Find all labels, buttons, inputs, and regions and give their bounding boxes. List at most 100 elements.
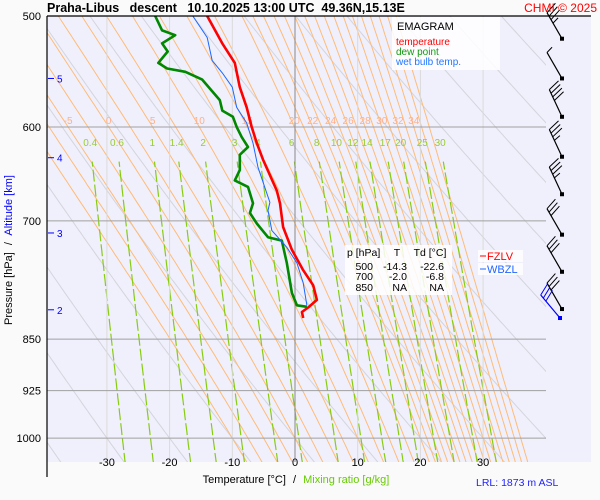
barb-shaft — [546, 12, 563, 40]
altitude-tick-label: 3 — [57, 229, 63, 240]
barb-feather — [545, 290, 553, 302]
axis-separator-x: / — [293, 474, 297, 486]
barb-half-feather — [554, 172, 561, 179]
barb-shaft — [546, 245, 563, 273]
wet-bulb-profile — [192, 15, 308, 306]
mixing-ratio-line — [355, 161, 404, 462]
table-cell: 700 — [355, 271, 373, 283]
table-box — [345, 245, 452, 295]
barb-half-feather — [554, 135, 561, 141]
barb-feather — [546, 273, 556, 284]
mixing-ratio-line — [387, 161, 439, 462]
moist-adiabat-label: 34 — [408, 116, 420, 127]
barb-feather — [552, 127, 563, 138]
moist-adiabat-line — [47, 122, 263, 462]
wind-barbs — [540, 2, 564, 321]
moist-adiabat-line — [131, 16, 369, 462]
barb-station-dot — [560, 192, 564, 197]
moist-adiabat-line — [47, 150, 248, 462]
table-row: 500 -14.3 -22.6 — [355, 261, 444, 273]
temperature-tick-label: 30 — [477, 457, 489, 469]
table-header-p: p [hPa] — [347, 247, 380, 259]
x-axis-title: Temperature [°C] / Mixing ratio [g/kg] — [203, 474, 390, 486]
moist-adiabat-line — [47, 93, 278, 462]
barb-feather — [552, 165, 563, 175]
altitude-tick-label: 4 — [57, 154, 63, 165]
mixing-ratio-label: 25 — [417, 138, 429, 149]
wind-barb — [546, 236, 564, 274]
moist-adiabat-line — [378, 16, 516, 462]
chart-title: Praha-Libus descent 10.10.2025 13:00 UTC… — [47, 1, 405, 15]
barb-feather — [546, 198, 556, 210]
mixing-ratio-label: 0.4 — [83, 138, 97, 149]
mixing-ratio-line — [424, 161, 478, 462]
table-cell: -14.3 — [383, 261, 407, 273]
mixing-ratio-line — [442, 161, 497, 462]
moist-adiabat-label: 24 — [325, 116, 337, 127]
barb-feather — [550, 84, 561, 94]
barb-feather — [548, 202, 558, 213]
barb-station-dot — [560, 76, 564, 81]
mixing-ratio-line — [369, 161, 419, 462]
temperature-profile — [206, 15, 319, 319]
altitude-axis-label: Altitude [km] — [3, 175, 15, 236]
moist-adiabat-line — [47, 31, 309, 462]
barb-station-dot — [560, 269, 564, 274]
barb-feather — [542, 287, 551, 299]
mixing-ratio-line — [338, 161, 387, 462]
moist-adiabat-label: 5 — [150, 116, 156, 127]
moist-adiabat-label: 32 — [392, 116, 404, 127]
pressure-tick-label: 1000 — [17, 433, 41, 445]
barb-shaft — [548, 129, 563, 158]
altitude-tick-label: 5 — [57, 74, 63, 85]
mixing-ratio-label: 20 — [395, 138, 407, 149]
table-cell: -6.8 — [426, 271, 444, 283]
pressure-tick-label: 850 — [23, 334, 41, 346]
mixing-ratio-label: 0.6 — [110, 138, 124, 149]
dry-adiabat-line — [243, 16, 546, 373]
barb-shaft — [546, 52, 563, 79]
mixing-ratio-label: 12 — [347, 138, 359, 149]
table-header-td: Td [°C] — [414, 247, 447, 259]
barb-feather — [546, 236, 556, 247]
dry-adiabat-line — [47, 104, 315, 462]
moist-adiabat-label: 26 — [343, 116, 355, 127]
mixing-ratio-label: 8 — [314, 138, 320, 149]
mixing-ratio-line — [259, 161, 303, 462]
moist-adiabat-label: 30 — [376, 116, 388, 127]
dry-adiabat-line — [449, 16, 546, 124]
mixing-ratio-label: 6 — [289, 138, 295, 149]
dry-adiabat-line — [346, 16, 546, 245]
legend-box — [392, 17, 500, 70]
barb-station-dot — [560, 154, 564, 159]
barb-feather — [548, 120, 559, 130]
temperature-tick-label: 0 — [292, 457, 298, 469]
dry-adiabat-line — [47, 351, 125, 462]
barb-feather — [550, 161, 561, 172]
barb-feather — [548, 157, 559, 168]
dew-point-profile — [154, 15, 308, 309]
wind-barb — [548, 120, 564, 159]
barb-half-feather — [546, 46, 553, 53]
table-header-t: T — [394, 247, 401, 259]
freezing-levels: FZLV WBZL — [478, 250, 523, 276]
barb-feather — [550, 242, 560, 254]
moist-adiabat-line — [105, 16, 354, 462]
moist-adiabat-line — [387, 16, 523, 462]
mixing-ratio-line — [178, 161, 217, 462]
axis-separator: / — [3, 241, 15, 245]
altitude-tick-label: 2 — [57, 306, 63, 317]
mixing-ratio-line — [293, 161, 339, 462]
barb-feather — [550, 280, 560, 291]
temperature-tick-label: 20 — [414, 457, 426, 469]
wind-barb — [546, 198, 564, 237]
barb-feather — [550, 205, 560, 216]
surface-wind-barb — [540, 283, 562, 321]
moist-adiabat-label: 20 — [289, 116, 301, 127]
mixing-ratio-label: 30 — [435, 138, 447, 149]
barb-station-dot — [560, 232, 564, 237]
barb-half-feather — [552, 17, 559, 24]
fzlv-box — [478, 250, 523, 262]
mixing-ratio-label: 10 — [331, 138, 343, 149]
barb-feather — [550, 124, 561, 134]
